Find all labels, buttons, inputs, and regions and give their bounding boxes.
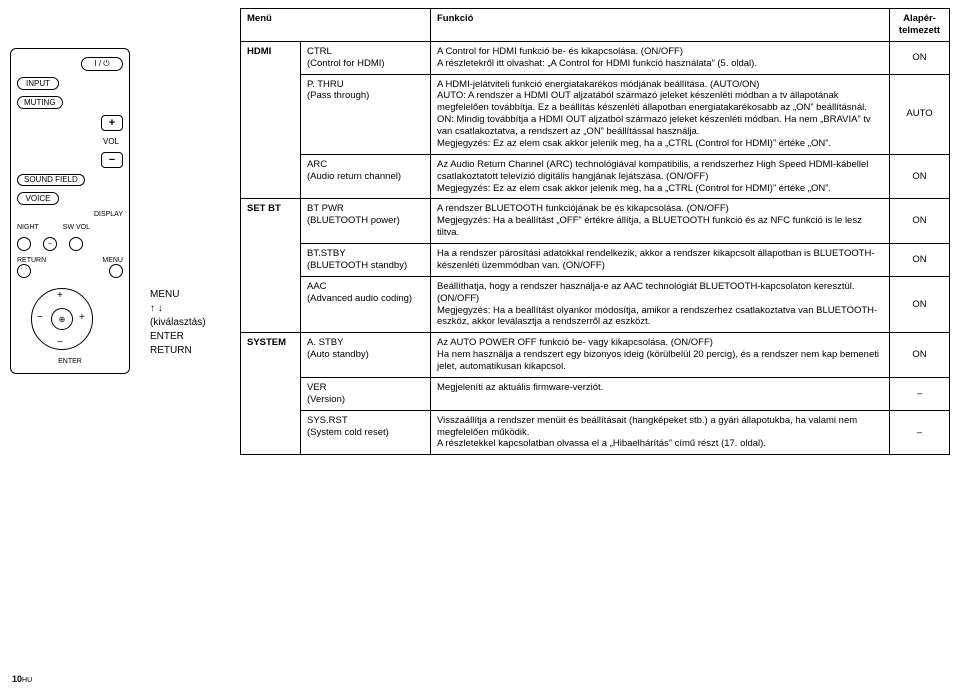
table-header-row: Menü Funkció Alapér- telmezett (241, 9, 950, 42)
input-button: INPUT (17, 77, 59, 90)
swm-btn: − (43, 237, 57, 251)
nav-arrows: ↑ ↓ (150, 302, 230, 316)
display-label: DISPLAY (94, 211, 123, 218)
function-cell: Beállíthatja, hogy a rendszer használja-… (431, 276, 890, 333)
header-func: Funkció (431, 9, 890, 42)
sound-field-button: SOUND FIELD (17, 174, 85, 186)
header-menu: Menü (241, 9, 431, 42)
remote-control-diagram: I / ⏻ INPUT MUTING + VOL − SOUND FIELD V… (10, 48, 140, 455)
menu-cell: SYSTEM (241, 333, 301, 455)
default-cell: ON (890, 244, 950, 277)
return-btn (17, 264, 31, 278)
default-cell: – (890, 410, 950, 455)
submenu-cell: VER(Version) (301, 377, 431, 410)
submenu-cell: ARC(Audio return channel) (301, 154, 431, 199)
default-cell: AUTO (890, 74, 950, 154)
submenu-cell: AAC(Advanced audio coding) (301, 276, 431, 333)
swvol-label: SW VOL (63, 224, 90, 231)
vol-plus: + (101, 115, 123, 131)
disp-btn (69, 237, 83, 251)
table-row: SYSTEMA. STBY(Auto standby)Az AUTO POWER… (241, 333, 950, 378)
menu-cell: SET BT (241, 199, 301, 333)
table-row: HDMICTRL(Control for HDMI)A Control for … (241, 41, 950, 74)
default-cell: ON (890, 333, 950, 378)
remote-body: I / ⏻ INPUT MUTING + VOL − SOUND FIELD V… (10, 48, 130, 374)
submenu-cell: P. THRU(Pass through) (301, 74, 431, 154)
function-cell: A rendszer BLUETOOTH funkciójának be és … (431, 199, 890, 244)
page-number: 10 (12, 674, 22, 684)
default-cell: ON (890, 199, 950, 244)
night-btn (17, 237, 31, 251)
default-cell: ON (890, 154, 950, 199)
nav-return: RETURN (150, 344, 230, 358)
default-cell: – (890, 377, 950, 410)
table-row: SYS.RST(System cold reset)Visszaállítja … (241, 410, 950, 455)
enter-btn: ⊕ (51, 308, 73, 330)
table-row: BT.STBY(BLUETOOTH standby)Ha a rendszer … (241, 244, 950, 277)
vol-minus: − (101, 152, 123, 168)
menu-cell: HDMI (241, 41, 301, 199)
page-footer: 10HU (12, 674, 32, 684)
default-cell: ON (890, 276, 950, 333)
page-lang: HU (22, 677, 32, 684)
vol-label: VOL (103, 137, 119, 146)
function-cell: A Control for HDMI funkció be- és kikapc… (431, 41, 890, 74)
nav-select: (kiválasztás) (150, 316, 230, 330)
header-def: Alapér- telmezett (890, 9, 950, 42)
voice-button: VOICE (17, 192, 59, 205)
table-row: P. THRU(Pass through)A HDMI-jelátviteli … (241, 74, 950, 154)
enter-label: ENTER (17, 358, 123, 365)
dpad: + − + − ⊕ (27, 284, 97, 354)
return-label: RETURN (17, 257, 46, 264)
submenu-cell: BT.STBY(BLUETOOTH standby) (301, 244, 431, 277)
submenu-cell: CTRL(Control for HDMI) (301, 41, 431, 74)
table-row: AAC(Advanced audio coding)Beállíthatja, … (241, 276, 950, 333)
submenu-cell: A. STBY(Auto standby) (301, 333, 431, 378)
power-button: I / ⏻ (81, 57, 123, 71)
table-row: VER(Version)Megjeleníti az aktuális firm… (241, 377, 950, 410)
nav-menu: MENU (150, 288, 230, 302)
function-cell: Ha a rendszer párosítási adatokkal rende… (431, 244, 890, 277)
function-cell: Az AUTO POWER OFF funkció be- vagy kikap… (431, 333, 890, 378)
menu-label: MENU (102, 257, 123, 264)
nav-instructions: MENU ↑ ↓ (kiválasztás) ENTER RETURN (150, 288, 230, 455)
submenu-cell: SYS.RST(System cold reset) (301, 410, 431, 455)
night-label: NIGHT (17, 224, 39, 231)
menu-btn (109, 264, 123, 278)
table-row: SET BTBT PWR(BLUETOOTH power)A rendszer … (241, 199, 950, 244)
function-cell: Visszaállítja a rendszer menüit és beáll… (431, 410, 890, 455)
table-row: ARC(Audio return channel)Az Audio Return… (241, 154, 950, 199)
function-cell: Megjeleníti az aktuális firmware-verziót… (431, 377, 890, 410)
settings-table: Menü Funkció Alapér- telmezett HDMICTRL(… (240, 8, 950, 455)
function-cell: Az Audio Return Channel (ARC) technológi… (431, 154, 890, 199)
muting-button: MUTING (17, 96, 63, 109)
submenu-cell: BT PWR(BLUETOOTH power) (301, 199, 431, 244)
nav-enter: ENTER (150, 330, 230, 344)
function-cell: A HDMI-jelátviteli funkció energiatakaré… (431, 74, 890, 154)
default-cell: ON (890, 41, 950, 74)
